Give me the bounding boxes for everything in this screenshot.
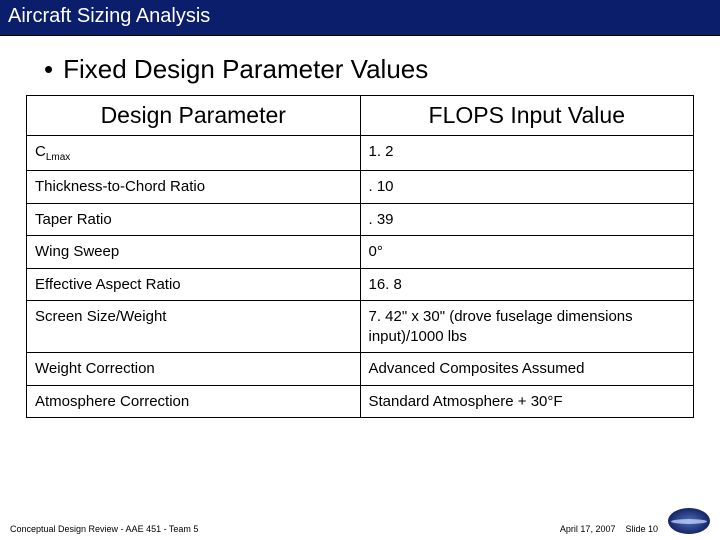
value-cell: 1. 2 [360,136,694,171]
value-cell: 7. 42" x 30" (drove fuselage dimensions … [360,301,694,353]
table-row: Effective Aspect Ratio 16. 8 [27,268,694,301]
heading-row: • Fixed Design Parameter Values [44,54,694,85]
value-cell: 0° [360,236,694,269]
value-cell: . 10 [360,171,694,204]
parameter-table: Design Parameter FLOPS Input Value CLmax… [26,95,694,418]
param-cell: Atmosphere Correction [27,385,361,418]
heading-text: Fixed Design Parameter Values [63,54,428,85]
table-row: Wing Sweep 0° [27,236,694,269]
team-logo-icon [668,508,710,534]
title-text: Aircraft Sizing Analysis [8,5,210,27]
param-cell: Wing Sweep [27,236,361,269]
table-row: Atmosphere Correction Standard Atmospher… [27,385,694,418]
param-cell: Taper Ratio [27,203,361,236]
table-row: Taper Ratio . 39 [27,203,694,236]
table-row: CLmax 1. 2 [27,136,694,171]
footer-left: Conceptual Design Review - AAE 451 - Tea… [10,524,198,534]
content-area: • Fixed Design Parameter Values Design P… [0,36,720,418]
heading-bullet: • [44,56,53,82]
value-cell: Standard Atmosphere + 30°F [360,385,694,418]
param-cell: Effective Aspect Ratio [27,268,361,301]
title-bar: Aircraft Sizing Analysis [0,0,720,36]
param-cell: CLmax [27,136,361,171]
footer-date: April 17, 2007 [560,524,616,534]
table-row: Thickness-to-Chord Ratio . 10 [27,171,694,204]
table-row: Screen Size/Weight 7. 42" x 30" (drove f… [27,301,694,353]
table-header-row: Design Parameter FLOPS Input Value [27,96,694,136]
value-cell: Advanced Composites Assumed [360,353,694,386]
param-cell: Thickness-to-Chord Ratio [27,171,361,204]
footer-right: April 17, 2007 Slide 10 [560,508,710,534]
param-cell: Screen Size/Weight [27,301,361,353]
header-value: FLOPS Input Value [360,96,694,136]
param-cell: Weight Correction [27,353,361,386]
footer: Conceptual Design Review - AAE 451 - Tea… [0,508,720,534]
value-cell: 16. 8 [360,268,694,301]
table-row: Weight Correction Advanced Composites As… [27,353,694,386]
footer-slide: Slide 10 [625,524,658,534]
value-cell: . 39 [360,203,694,236]
header-param: Design Parameter [27,96,361,136]
